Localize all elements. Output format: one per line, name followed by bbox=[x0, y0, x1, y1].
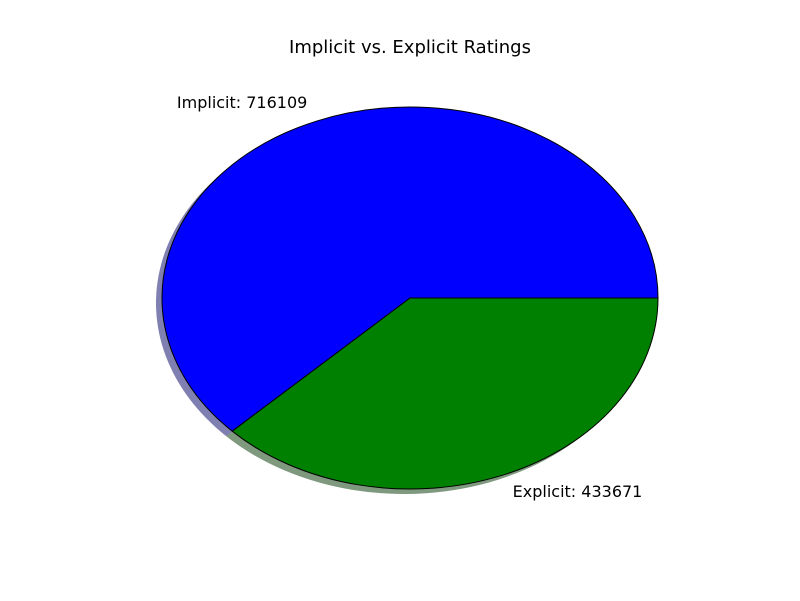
slice-label-implicit: Implicit: 716109 bbox=[177, 93, 307, 112]
pie-slice-explicit bbox=[231, 297, 659, 490]
pie-slice-implicit bbox=[161, 106, 659, 432]
chart-title: Implicit vs. Explicit Ratings bbox=[289, 37, 531, 58]
slice-labels: Implicit: 716109 Explicit: 433671 bbox=[177, 93, 642, 501]
pie-slices bbox=[161, 106, 659, 490]
slice-label-explicit: Explicit: 433671 bbox=[513, 482, 643, 501]
